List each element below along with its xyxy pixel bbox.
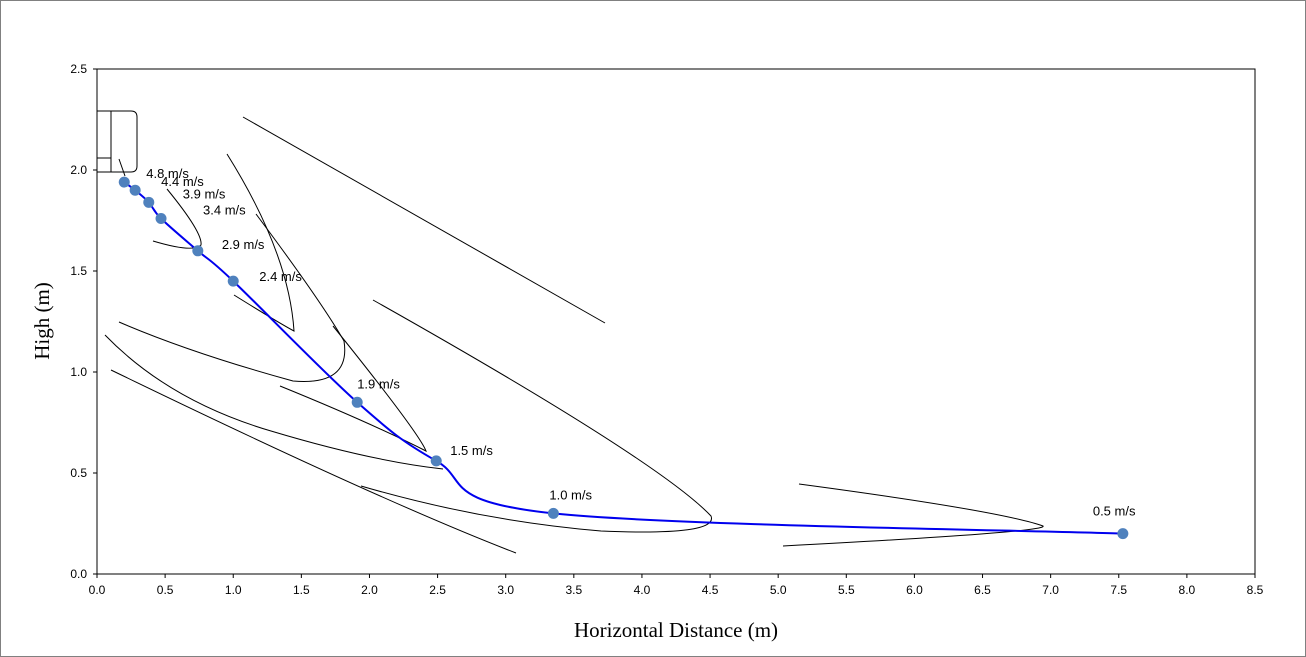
x-tick-label: 8.0 — [1179, 583, 1196, 597]
x-tick-label: 6.0 — [906, 583, 923, 597]
spray-envelope-curves — [104, 116, 1044, 554]
data-point — [129, 184, 141, 196]
y-tick-label: 0.0 — [70, 567, 87, 581]
data-label: 1.5 m/s — [450, 443, 493, 458]
data-points: 4.8 m/s4.4 m/s3.9 m/s3.4 m/s 2.9 m/s 2.4 m… — [118, 166, 1136, 540]
x-tick-label: 5.0 — [770, 583, 787, 597]
data-label: 1.9 m/s — [357, 376, 400, 391]
x-axis-title: Horizontal Distance (m) — [574, 618, 778, 642]
x-tick-label: 7.0 — [1042, 583, 1059, 597]
y-tick-label: 2.0 — [70, 163, 87, 177]
data-point — [547, 507, 559, 519]
x-tick-label: 0.0 — [89, 583, 106, 597]
x-tick-label: 7.5 — [1110, 583, 1127, 597]
plot-area — [96, 68, 1256, 575]
data-point — [143, 196, 155, 208]
x-tick-label: 1.5 — [293, 583, 310, 597]
x-tick-label: 3.0 — [497, 583, 514, 597]
data-point — [351, 396, 363, 408]
data-point — [227, 275, 239, 287]
y-tick-label: 0.5 — [70, 466, 87, 480]
data-label: 2.9 m/s — [222, 237, 265, 252]
x-tick-label: 4.0 — [634, 583, 651, 597]
data-label: 4.8 m/s — [146, 166, 189, 181]
x-tick-label: 4.5 — [702, 583, 719, 597]
x-tick-label: 2.0 — [361, 583, 378, 597]
data-label: 3.4 m/s — [203, 202, 246, 217]
y-tick-label: 1.0 — [70, 365, 87, 379]
x-tick-label: 8.5 — [1247, 583, 1264, 597]
x-tick-label: 0.5 — [157, 583, 174, 597]
data-point — [118, 176, 130, 188]
x-tick-label: 2.5 — [429, 583, 446, 597]
data-point — [430, 455, 442, 467]
data-label: 1.0 m/s — [549, 487, 592, 502]
data-label: 3.9 m/s — [183, 186, 226, 201]
x-tick-label: 5.5 — [838, 583, 855, 597]
y-tick-label: 2.5 — [70, 62, 87, 76]
data-point — [192, 245, 204, 257]
axis-ticks: 0.0 0.5 1.0 1.5 2.0 2.5 3.0 3.5 4.0 4.5 5.0 5.5 6.0 6… — [70, 62, 1263, 597]
data-label: 0.5 m/s — [1093, 504, 1136, 519]
data-point — [1117, 528, 1129, 540]
x-tick-label: 6.5 — [974, 583, 991, 597]
x-tick-label: 3.5 — [565, 583, 582, 597]
data-label: 4.4 m/s — [161, 174, 204, 189]
x-tick-label: 1.0 — [225, 583, 242, 597]
y-axis-title: High (m) — [30, 282, 54, 360]
nozzle-shape — [96, 110, 138, 177]
data-label: 2.4 m/s — [259, 269, 302, 284]
y-tick-label: 1.5 — [70, 264, 87, 278]
data-point — [155, 212, 167, 224]
trajectory-line — [123, 181, 1123, 535]
